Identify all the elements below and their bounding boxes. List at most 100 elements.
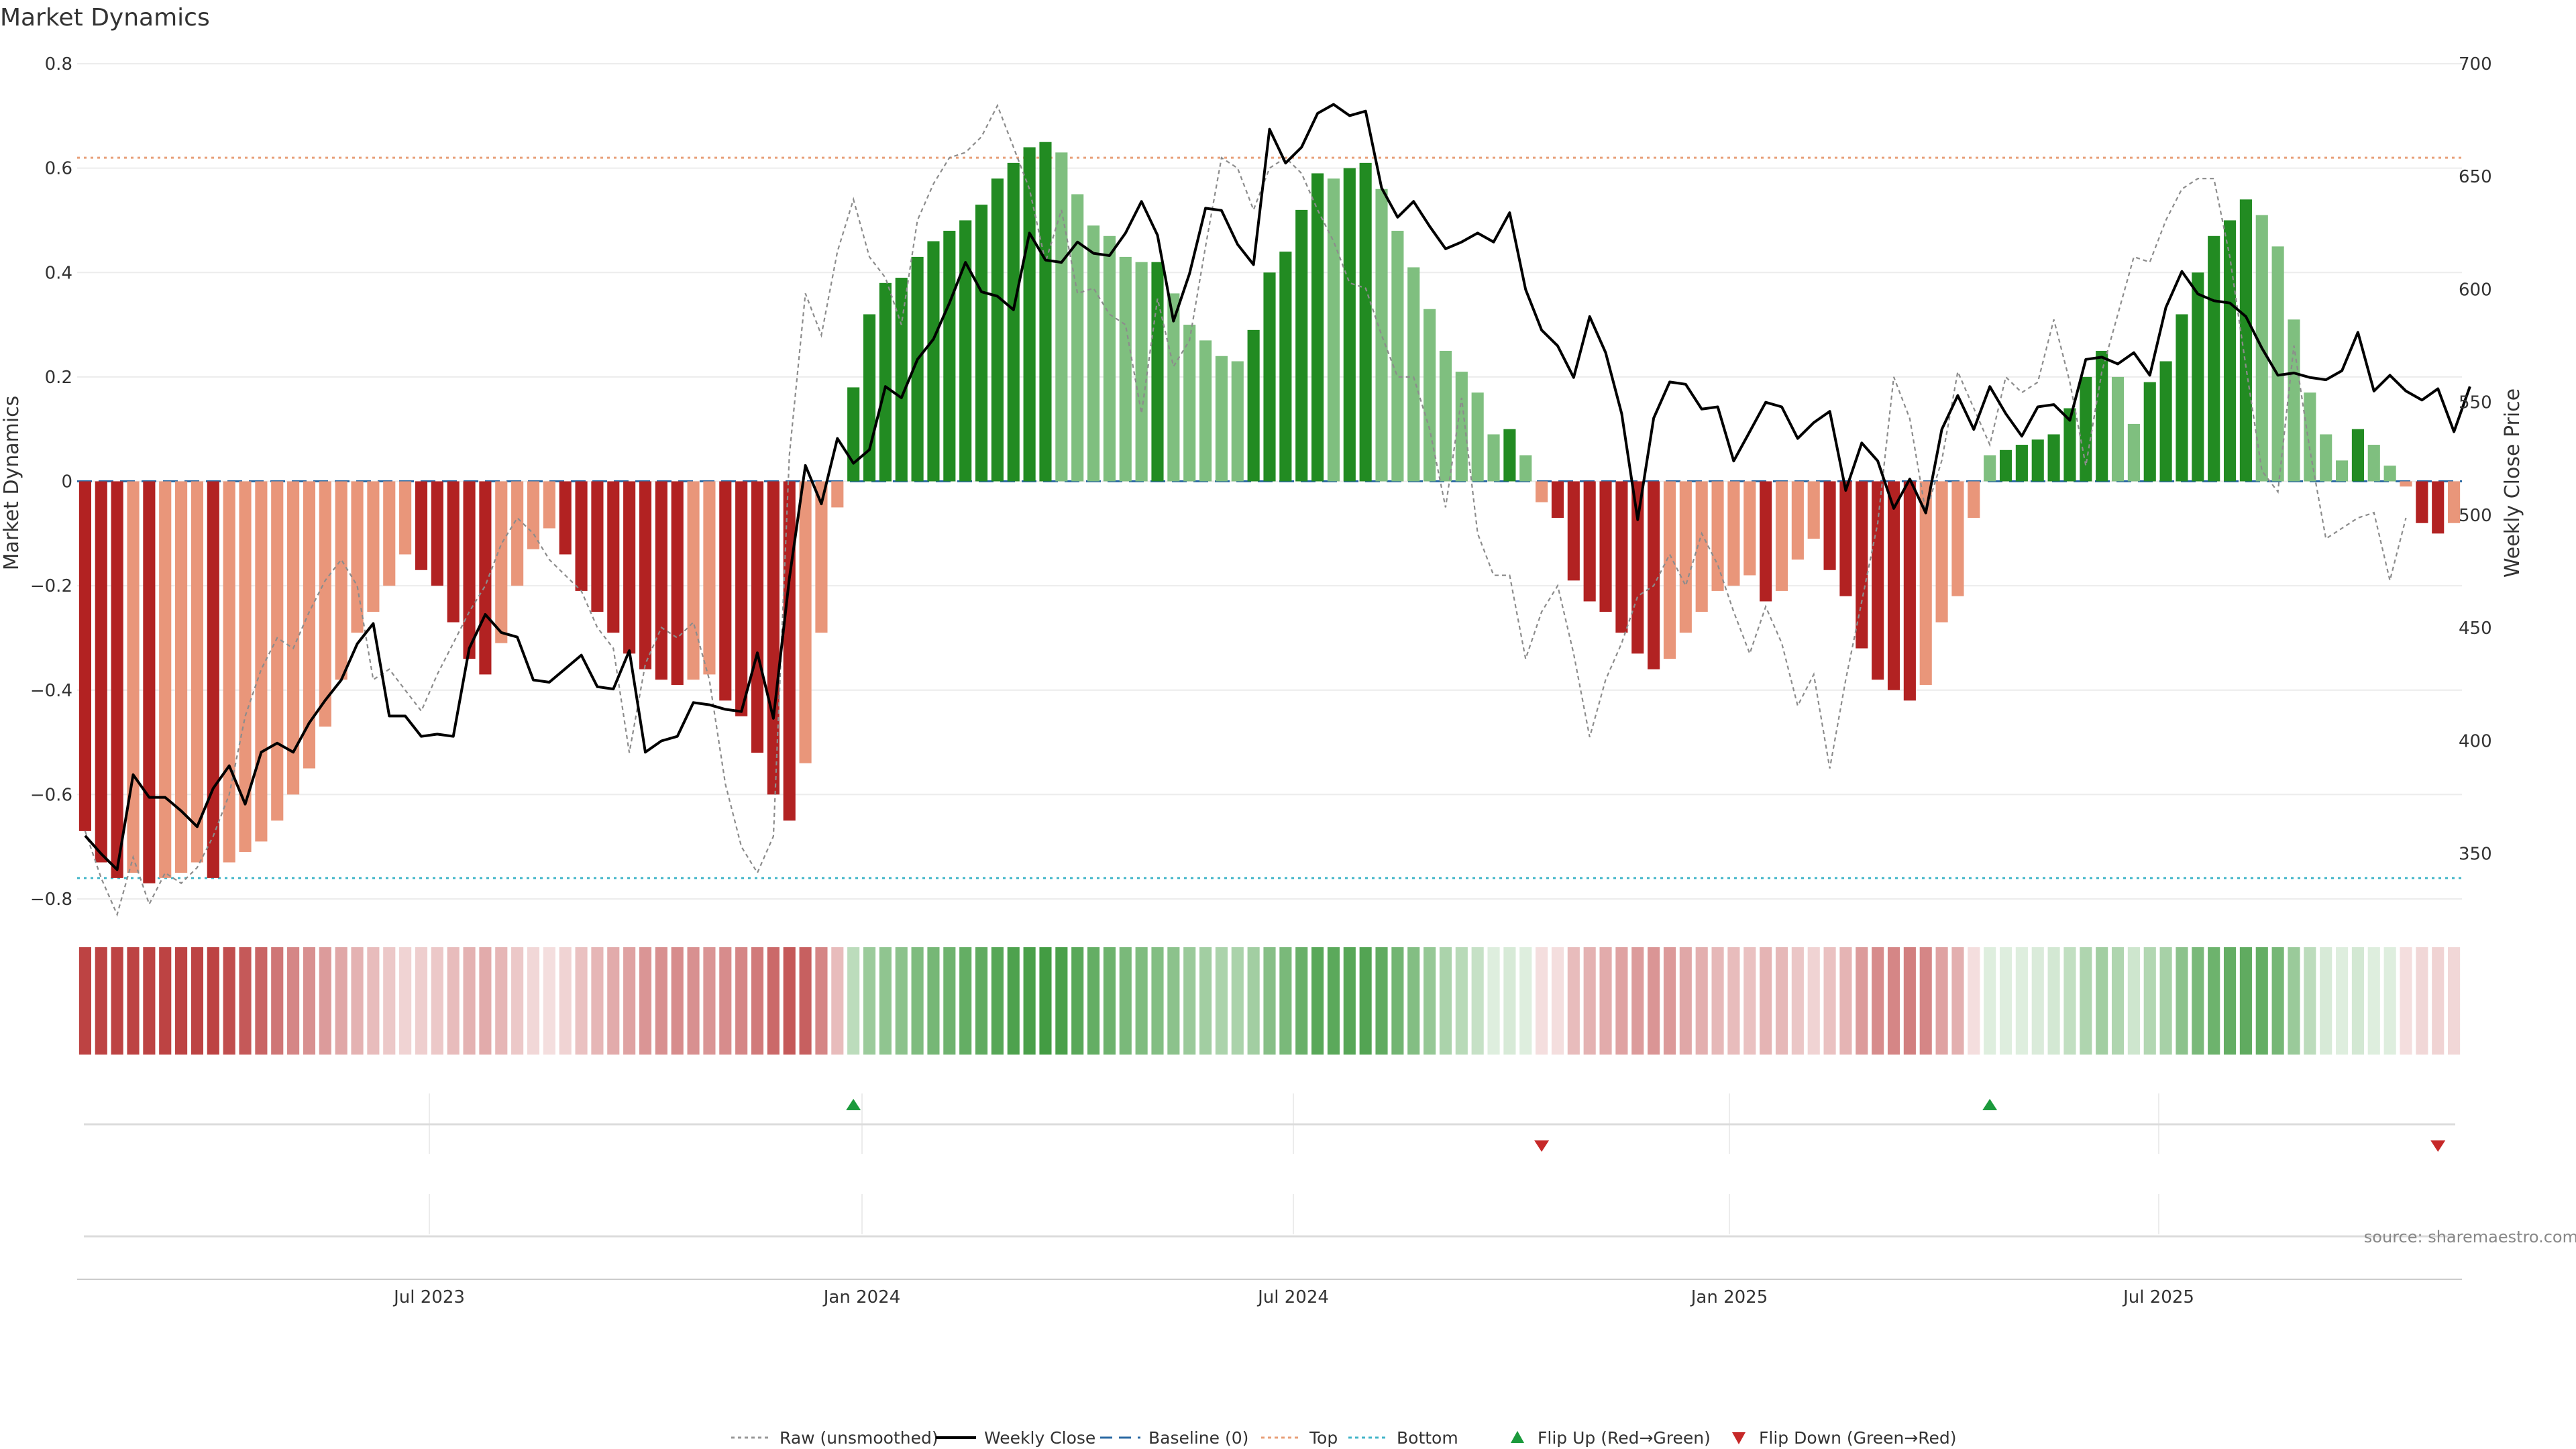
heat-strip-cell xyxy=(1743,947,1756,1055)
bar xyxy=(767,481,780,795)
heat-strip-cell xyxy=(511,947,524,1055)
bar xyxy=(2400,481,2412,487)
heat-strip-cell xyxy=(591,947,604,1055)
bar xyxy=(607,481,620,633)
flip-down-marker xyxy=(2430,1140,2446,1152)
bar xyxy=(223,481,235,863)
y-axis-label-left: Market Dynamics xyxy=(0,396,23,571)
legend-item: Bottom xyxy=(1348,1428,1458,1448)
bar xyxy=(863,314,876,482)
bar xyxy=(2239,199,2252,482)
x-tick-label: Jan 2025 xyxy=(1690,1287,1768,1307)
bar xyxy=(991,178,1004,482)
bar xyxy=(1103,235,1116,482)
heat-strip-cell xyxy=(351,947,364,1055)
bar xyxy=(383,481,396,586)
bar xyxy=(1887,481,1900,690)
bar xyxy=(1183,325,1196,482)
heat-strip-cell xyxy=(2208,947,2220,1055)
y-tick-left: −0.4 xyxy=(30,681,72,701)
heat-strip-cell xyxy=(1424,947,1436,1055)
heat-strip-cell xyxy=(2080,947,2092,1055)
bar xyxy=(1775,481,1788,591)
bar xyxy=(1760,481,1772,602)
heat-strip-cell xyxy=(1648,947,1660,1055)
bar xyxy=(2335,460,2349,482)
heat-strip-cell xyxy=(255,947,268,1055)
heat-strip-cell xyxy=(1407,947,1420,1055)
bar xyxy=(1407,267,1420,482)
bar xyxy=(2288,319,2300,482)
heat-strip-cell xyxy=(159,947,172,1055)
heat-strip-cell xyxy=(1103,947,1116,1055)
heat-strip-cell xyxy=(463,947,476,1055)
y-tick-right: 600 xyxy=(2459,280,2492,300)
bar xyxy=(2223,220,2237,482)
bar xyxy=(655,481,667,680)
heat-strip-cell xyxy=(847,947,860,1055)
heat-strip-cell xyxy=(1279,947,1292,1055)
heat-strip-cell xyxy=(1839,947,1852,1055)
bar xyxy=(1727,481,1740,586)
bar xyxy=(1439,350,1452,482)
bar xyxy=(78,481,91,831)
heat-strip-cell xyxy=(655,947,667,1055)
heat-strip-cell xyxy=(303,947,316,1055)
legend-item: Raw (unsmoothed) xyxy=(731,1428,938,1448)
heat-strip-cell xyxy=(2096,947,2108,1055)
bar xyxy=(1856,481,1868,649)
heat-strip-cell xyxy=(191,947,204,1055)
bar xyxy=(623,481,636,654)
bar xyxy=(239,481,252,852)
bar xyxy=(1375,189,1388,482)
y-tick-right: 650 xyxy=(2459,167,2492,187)
bar xyxy=(1567,481,1580,581)
bar xyxy=(495,481,508,643)
bar xyxy=(2111,376,2125,482)
bar xyxy=(1984,455,1996,482)
heat-strip-cell xyxy=(207,947,219,1055)
heat-strip-cell xyxy=(639,947,652,1055)
heat-strip-cell xyxy=(1999,947,2012,1055)
heat-strip-cell xyxy=(2448,947,2461,1055)
bar xyxy=(95,481,107,863)
legend-item: Flip Up (Red→Green) xyxy=(1511,1428,1711,1448)
bar xyxy=(127,481,140,873)
bar xyxy=(159,481,172,878)
y-tick-left: 0.8 xyxy=(45,54,72,74)
heat-strip-cell xyxy=(415,947,428,1055)
bar xyxy=(1919,481,1932,685)
bar xyxy=(543,481,555,529)
heat-strip-cell xyxy=(1551,947,1564,1055)
y-tick-left: 0.6 xyxy=(45,159,72,179)
bar xyxy=(2063,408,2076,482)
bar xyxy=(2143,382,2156,482)
heat-strip-cell xyxy=(479,947,492,1055)
bar xyxy=(2176,314,2188,482)
bar xyxy=(175,481,188,873)
bar xyxy=(1424,309,1436,482)
bar xyxy=(911,256,924,482)
bar xyxy=(351,481,364,633)
heat-strip-cell xyxy=(127,947,140,1055)
bar xyxy=(2080,376,2092,482)
bar xyxy=(255,481,268,842)
bar xyxy=(1968,481,1980,518)
bar xyxy=(191,481,204,863)
bar xyxy=(1631,481,1644,654)
bar xyxy=(463,481,476,659)
bar xyxy=(447,481,460,623)
bar xyxy=(1807,481,1820,539)
bar xyxy=(1471,392,1484,482)
heat-strip-cell xyxy=(863,947,876,1055)
y-tick-right: 400 xyxy=(2459,731,2492,751)
bar xyxy=(1503,429,1516,482)
x-tick-label: Jan 2024 xyxy=(822,1287,901,1307)
heat-strip-cell xyxy=(991,947,1004,1055)
heat-strip-cell xyxy=(623,947,636,1055)
flip-down-marker xyxy=(1534,1140,1550,1152)
bar xyxy=(207,481,219,878)
legend-item: Baseline (0) xyxy=(1100,1428,1248,1448)
bar xyxy=(2351,429,2364,482)
heat-strip-cell xyxy=(1791,947,1804,1055)
